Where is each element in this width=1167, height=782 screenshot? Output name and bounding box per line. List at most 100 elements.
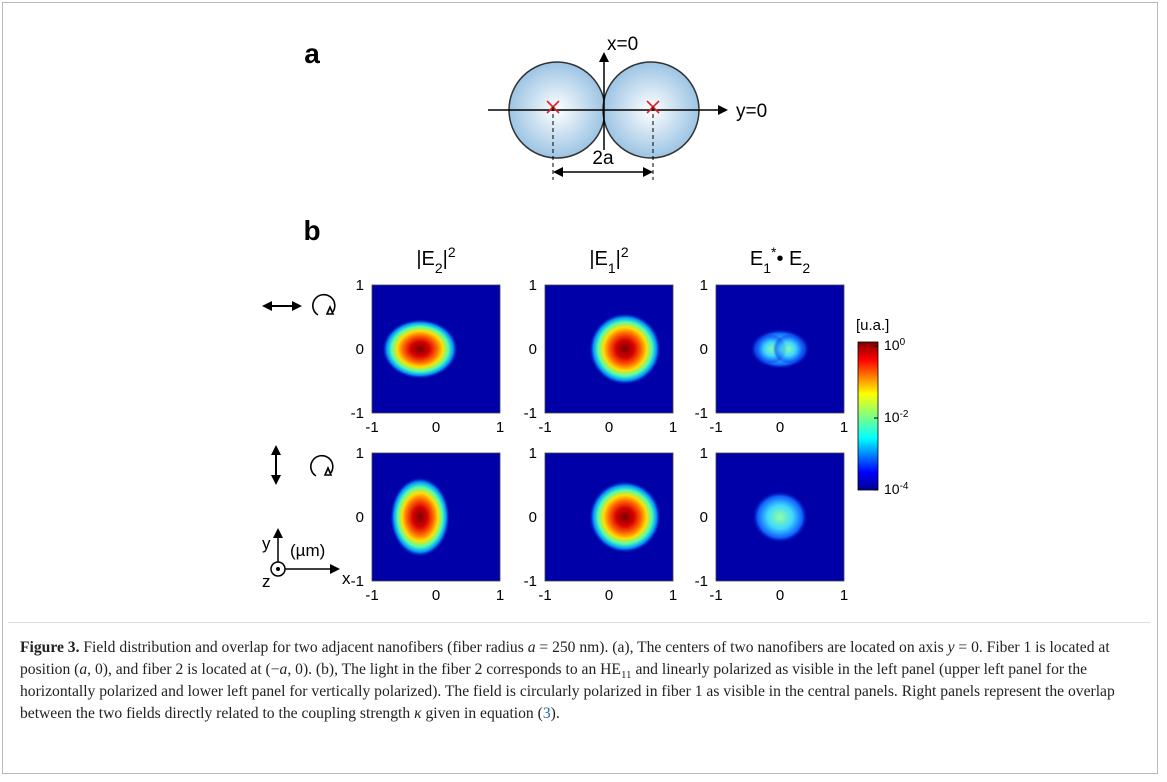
tick-base: 10 [884,481,900,497]
caption-normal: and linearly polarized as visible in the… [20,661,1115,722]
y-tick-label: 0 [700,341,708,358]
distance-label: 2a [592,148,614,169]
caption-link[interactable]: 3 [542,705,551,722]
y-tick-label: 1 [529,277,537,294]
y-tick-label: 0 [529,341,537,358]
x-tick-label: -1 [709,419,722,436]
x-tick-label: 0 [432,587,440,604]
caption-normal: = 0. Fiber 1 is located at position ( [20,639,1110,678]
y-tick-label: 1 [356,445,364,462]
axis-label: y [262,534,271,553]
title-part: 1 [608,260,616,276]
caption-italic: y [947,639,955,656]
y-tick-label: -1 [351,573,364,590]
tick-exponent: 0 [900,337,906,348]
x-tick-label: 0 [432,419,440,436]
figure-frame [2,2,1158,774]
title-part: * [771,244,777,260]
circular-icon [310,293,336,477]
x-tick-label: 0 [776,419,784,436]
tick-base: 10 [884,337,900,353]
x-tick-label: -1 [709,587,722,604]
caption-italic: a [527,639,536,656]
field-intensity [752,491,808,543]
z-axis [276,567,280,571]
tick-exponent: -4 [900,481,909,492]
title-part: E [750,248,763,270]
caption-normal: given in equation ( [421,705,543,722]
title-part: 1 [763,260,771,276]
caption-italic: a [279,661,288,678]
caption-sub: 11 [620,669,632,682]
caption-bold: Figure 3. [20,639,80,656]
colorbar-tick-label: 10-4 [884,481,909,498]
title-part: 2 [802,260,810,276]
x-tick-label: -1 [365,587,378,604]
axis-label: x=0 [607,34,638,55]
caption-normal: = 250 nm). (a), The centers of two nanof… [535,639,948,656]
caption-italic: κ [414,705,422,722]
y-tick-label: 0 [356,509,364,526]
y-tick-label: 1 [529,445,537,462]
colorbar-unit: [u.a.] [856,317,889,334]
x-tick-label: -1 [538,587,551,604]
caption-normal: ). [550,705,560,722]
x-tick-label: 1 [496,587,504,604]
field-intensity [772,334,805,364]
y-tick-label: -1 [524,573,537,590]
colorbar [857,341,879,491]
caption-normal: , 0), and fiber 2 is located at (− [87,661,280,678]
field-intensity [589,481,661,553]
caption-rule [8,622,1150,623]
title-part: 2 [621,244,629,260]
column-title: E1*• E2 [750,244,811,276]
field-intensity [589,313,661,385]
axis-label: z [262,572,271,591]
title-part: | [443,248,448,270]
x-tick-label: 0 [605,587,613,604]
caption-normal: , 0). (b), The light in the fiber 2 corr… [287,661,621,678]
y-tick-label: -1 [351,405,364,422]
axis-label: y=0 [736,101,767,122]
title-part: |E [416,248,435,270]
x-tick-label: 1 [840,419,848,436]
y-tick-label: -1 [695,573,708,590]
panel-label: a [304,38,320,69]
x-tick-label: 1 [669,587,677,604]
caption: Figure 3. Field distribution and overlap… [20,637,1148,725]
x-tick-label: 0 [776,587,784,604]
unit-label: (µm) [290,541,325,560]
y-tick-label: 0 [529,509,537,526]
x-tick-label: -1 [365,419,378,436]
tick-exponent: -2 [900,409,909,420]
colorbar-tick-label: 100 [884,337,906,354]
axis-label: x [342,569,351,588]
y-tick-label: 1 [700,277,708,294]
field-intensity [382,319,458,379]
x-tick-label: 1 [840,587,848,604]
title-part: |E [589,248,608,270]
title-part: 2 [448,244,456,260]
panel-label: b [303,215,320,246]
column-title: |E1|2 [589,244,629,276]
title-part: | [616,248,621,270]
caption-normal: Field distribution and overlap for two a… [79,639,528,656]
tick-base: 10 [884,409,900,425]
x-tick-label: -1 [538,419,551,436]
caption-italic: a [79,661,88,678]
y-tick-label: -1 [524,405,537,422]
column-title: |E2|2 [416,244,456,276]
y-tick-label: 0 [356,341,364,358]
x-tick-label: 1 [496,419,504,436]
y-tick-label: 0 [700,509,708,526]
figure: a x=0 y=0 2a b y x z (µm) [u.a.] |E2|2 |E… [262,34,909,604]
y-tick-label: 1 [700,445,708,462]
x-tick-label: 1 [669,419,677,436]
field-intensity [390,477,450,557]
title-part: • E [776,248,802,270]
title-part: 2 [435,260,443,276]
x-tick-label: 0 [605,419,613,436]
y-tick-label: -1 [695,405,708,422]
colorbar-tick-label: 10-2 [884,409,909,426]
y-tick-label: 1 [356,277,364,294]
